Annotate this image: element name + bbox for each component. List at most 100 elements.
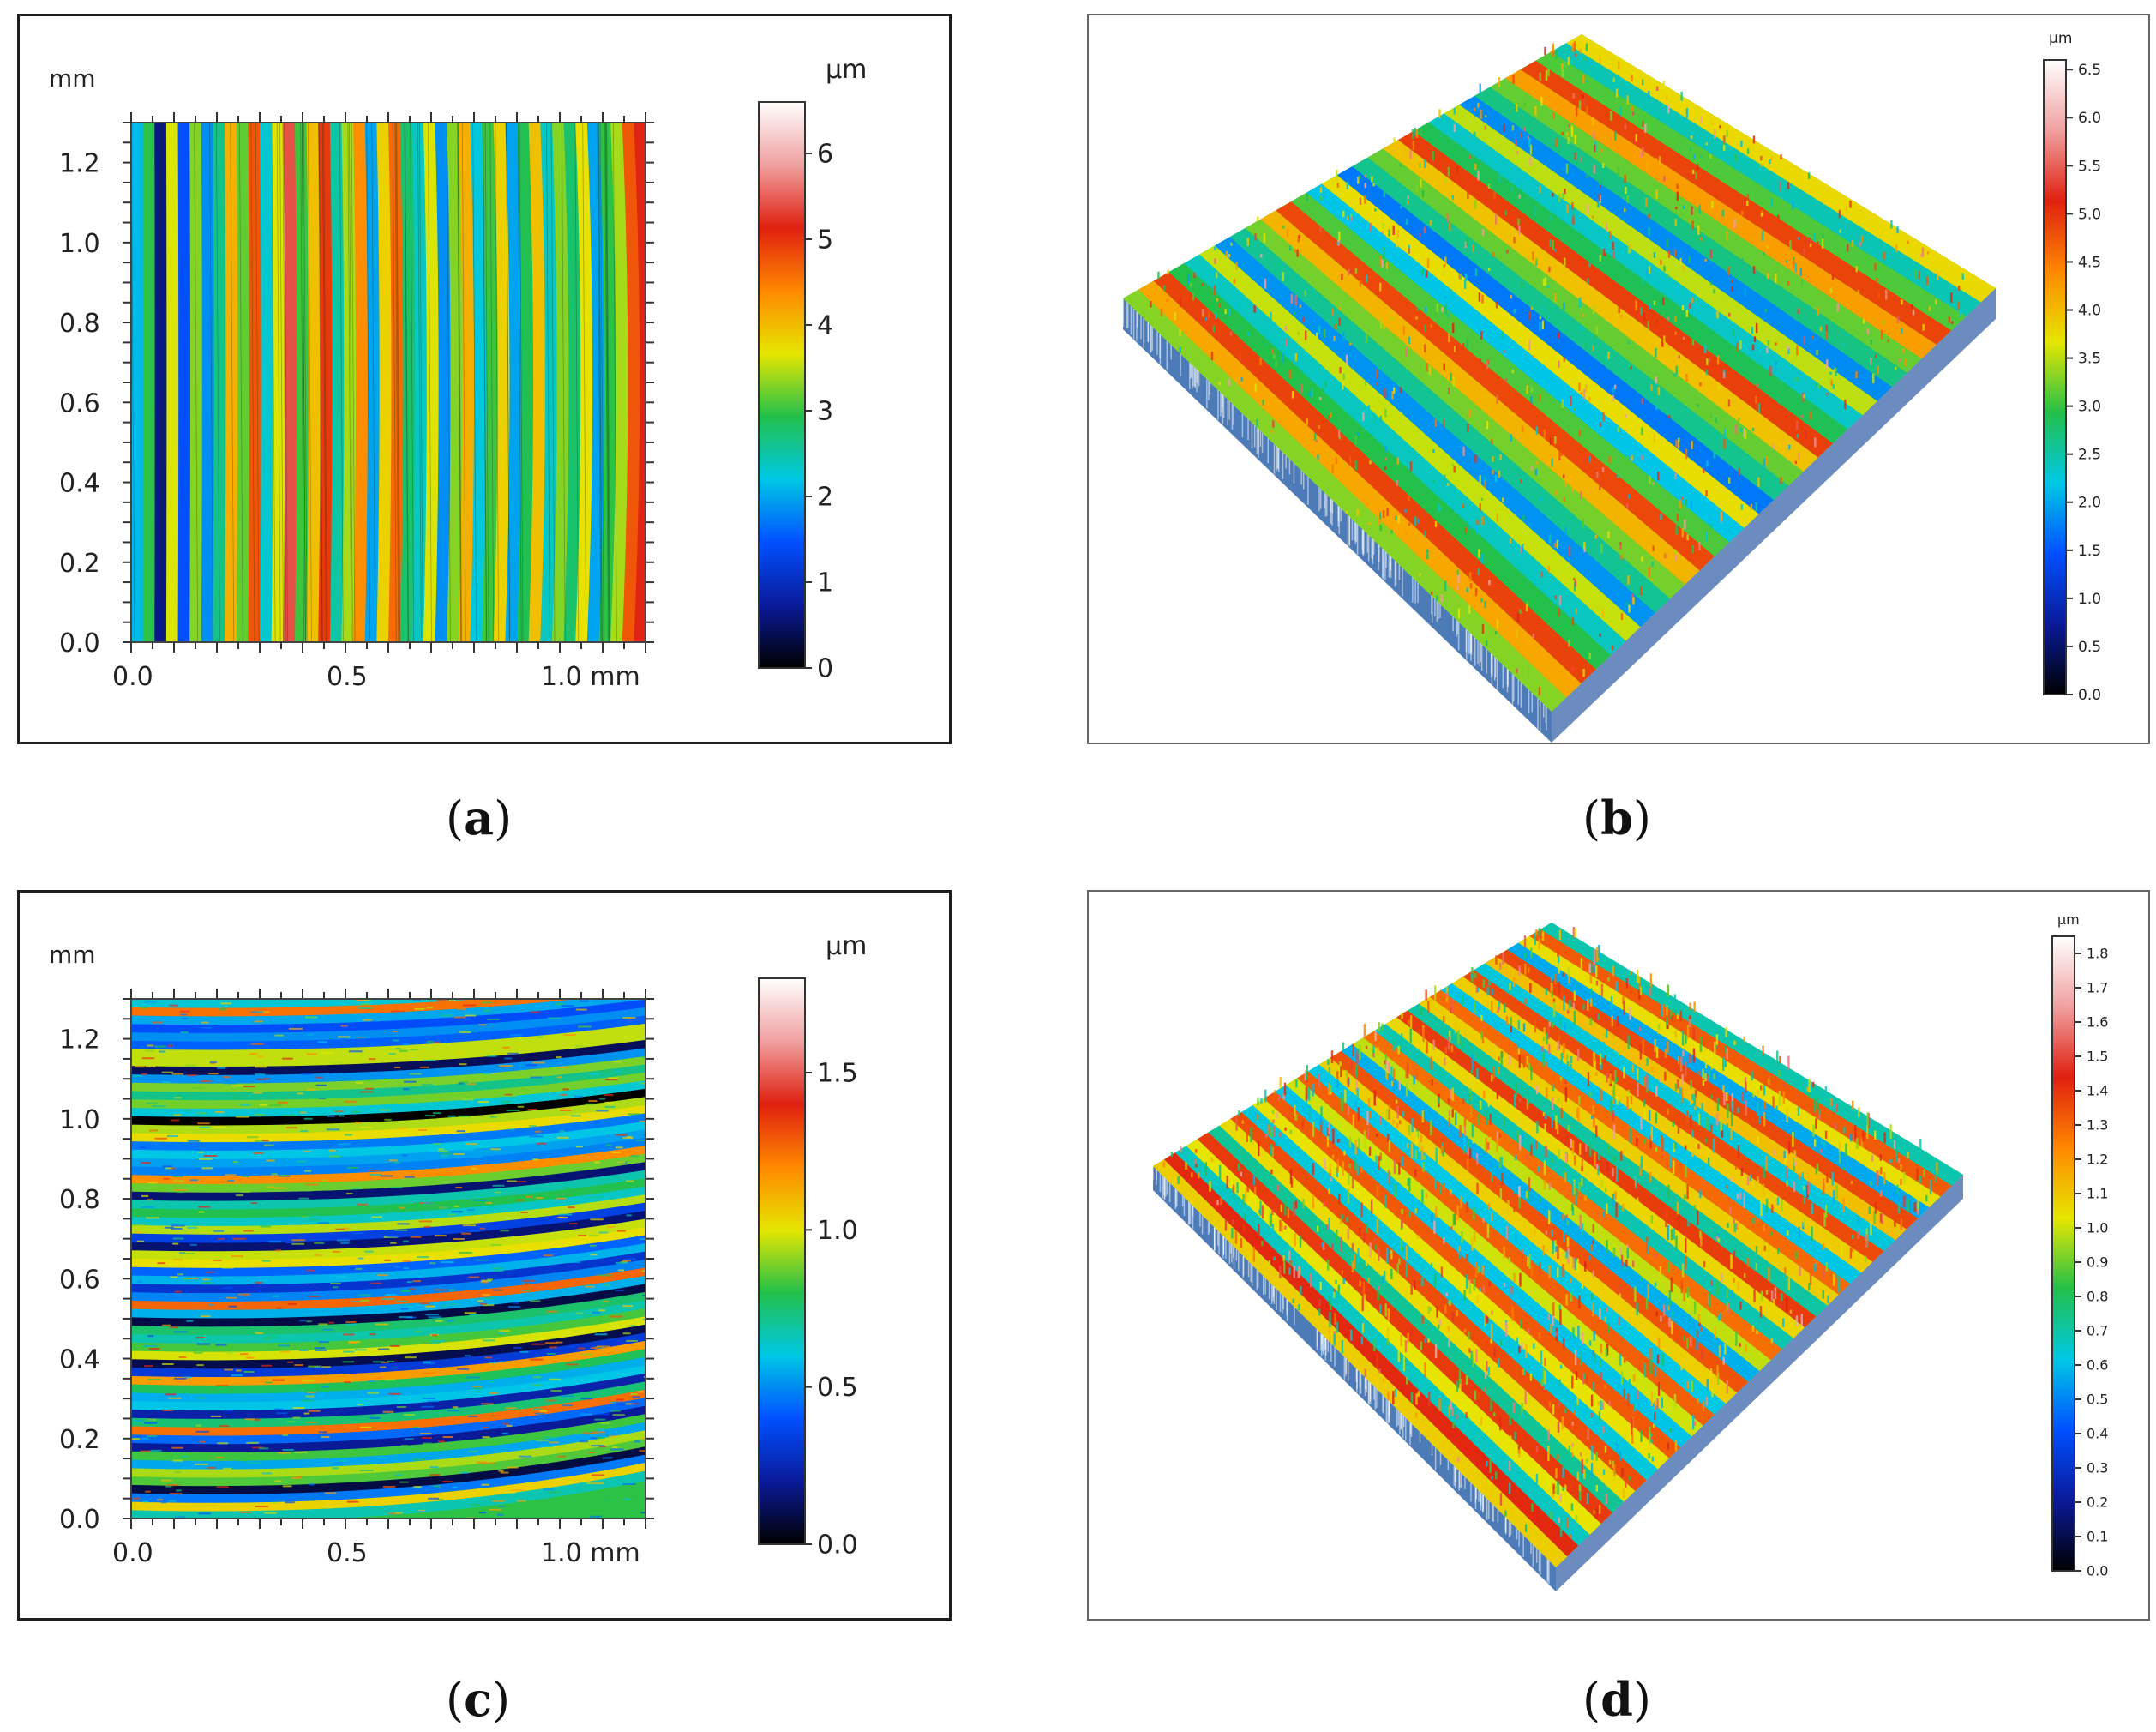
ridge-band xyxy=(1352,1037,1771,1371)
y-tick-label: 1.0 xyxy=(59,229,100,259)
colorbar-tick-label: 2 xyxy=(817,483,833,513)
colorbar-tick-label: 2.5 xyxy=(2078,447,2101,464)
ridge-band xyxy=(1186,1139,1601,1535)
colorbar-tick-label: 0 xyxy=(817,654,833,684)
ridge-band xyxy=(1153,1159,1568,1567)
caption-c: (c) xyxy=(446,1672,511,1727)
colorbar-tick-label: 4.5 xyxy=(2078,254,2101,271)
ridge-band xyxy=(1163,1152,1579,1557)
side-wall-left xyxy=(1123,298,1552,743)
ridge-band xyxy=(1367,148,1804,486)
colorbar-tick-label: 1.7 xyxy=(2087,980,2108,996)
y-tick-label: 1.2 xyxy=(59,1025,100,1055)
y-tick-label: 0.4 xyxy=(59,469,100,499)
ridge-band xyxy=(1341,1044,1760,1382)
colorbar-tick-label: 1.5 xyxy=(817,1059,858,1089)
ridge-band xyxy=(1504,69,1937,359)
colorbar-unit: µm xyxy=(826,931,867,961)
side-wall-right xyxy=(1556,1175,1963,1591)
ridge-band xyxy=(1168,262,1612,670)
ridge-band xyxy=(1490,78,1922,373)
colorbar xyxy=(2043,59,2067,695)
ridge-band xyxy=(1230,1111,1647,1491)
y-tick-label: 0.6 xyxy=(59,1265,100,1295)
colorbar xyxy=(758,977,806,1545)
colorbar-tick-label: 1 xyxy=(817,568,833,598)
colorbar-tick-label: 0.0 xyxy=(817,1531,858,1561)
ridge-band xyxy=(1374,1024,1794,1350)
ridge-band xyxy=(1174,1146,1590,1546)
y-tick-label: 0.8 xyxy=(59,1185,100,1215)
colorbar-tick-label: 1.5 xyxy=(2078,543,2101,560)
colorbar-tick-label: 1.8 xyxy=(2087,946,2108,962)
colorbar-tick-label: 0.7 xyxy=(2087,1323,2108,1339)
ridge-band xyxy=(1529,929,1952,1197)
ridge-band xyxy=(1264,1092,1681,1458)
ridge-band xyxy=(1245,219,1685,599)
colorbar-tick-label: 1.0 xyxy=(2087,1220,2108,1236)
colorbar-tick-label: 3 xyxy=(817,397,833,427)
heatmap-c xyxy=(131,999,646,1519)
y-tick-label: 1.0 xyxy=(59,1105,100,1135)
y-tick-label: 1.2 xyxy=(59,149,100,179)
ridge-band xyxy=(1286,1078,1703,1437)
y-tick-label: 0.6 xyxy=(59,388,100,418)
colorbar-unit: µm xyxy=(826,55,867,85)
colorbar-tick-label: 0.6 xyxy=(2087,1357,2108,1374)
colorbar-tick-label: 0.2 xyxy=(2087,1494,2108,1511)
ridge-band xyxy=(1336,166,1774,514)
caption-a: (a) xyxy=(446,791,513,845)
chart-b: µm 0.0 0.5 1.0 1.5 2.0 2.5 3.0 3.5 4.0 4.5 5.0 5.5 6.… xyxy=(1122,30,2101,743)
ridge-band xyxy=(1566,34,1996,303)
ridge-band xyxy=(1496,949,1919,1230)
surface-d xyxy=(1152,923,1963,1591)
ridge-band xyxy=(1123,289,1567,712)
x-tick-label: 0.0 xyxy=(112,1538,153,1568)
colorbar-tick-label: 0.5 xyxy=(2078,639,2101,656)
ridge-band xyxy=(1241,1105,1658,1481)
ridge-band xyxy=(1520,60,1952,345)
ridge-band xyxy=(1208,1125,1625,1513)
caption-b: (b) xyxy=(1582,791,1651,845)
panel-d-surface-3d: µm 0.0 0.1 0.2 0.3 0.4 0.5 0.6 0.7 0.8 0.9 1.0 1.1 1.… xyxy=(1087,890,2150,1621)
colorbar-tick-label: 5 xyxy=(817,226,833,256)
ridge-band xyxy=(1138,280,1582,698)
caption-d: (d) xyxy=(1582,1672,1651,1727)
ridge-band xyxy=(1197,1132,1612,1525)
colorbar-tick-label: 0.0 xyxy=(2087,1563,2108,1579)
ridge-band xyxy=(1352,157,1789,500)
colorbar-tick-label: 5.5 xyxy=(2078,158,2101,175)
ridge-band xyxy=(1474,963,1895,1252)
colorbar-tick-label: 1.4 xyxy=(2087,1083,2108,1099)
heatmap-a xyxy=(131,123,646,642)
ridge-band xyxy=(1383,140,1818,472)
y-axis-unit: mm xyxy=(49,941,96,969)
y-tick-label: 0.8 xyxy=(59,309,100,339)
x-tick-label: 0.0 xyxy=(112,662,153,692)
ridge-band xyxy=(1199,245,1641,641)
colorbar-tick-label: 2.0 xyxy=(2078,495,2101,512)
colorbar xyxy=(2051,935,2075,1572)
colorbar-unit: µm xyxy=(2049,30,2072,47)
chart-d: µm 0.0 0.1 0.2 0.3 0.4 0.5 0.6 0.7 0.8 0.9 1.0 1.1 1.… xyxy=(1152,911,2108,1591)
ridge-band xyxy=(1540,923,1963,1186)
ridge-band xyxy=(1462,970,1884,1262)
x-tick-label: 0.5 xyxy=(327,662,368,692)
colorbar-tick-label: 4.0 xyxy=(2078,302,2101,319)
x-tick-label: 0.5 xyxy=(327,1538,368,1568)
ridge-band xyxy=(1429,989,1851,1295)
colorbar-tick-label: 0.8 xyxy=(2087,1289,2108,1305)
colorbar-tick-label: 6 xyxy=(817,140,833,170)
chart-a: 0.0 0.5 1.0 mm 0.0 0.2 0.4 0.6 0.8 1.0 1.2 mm µm 0 1 2… xyxy=(49,55,867,692)
colorbar-tick-label: 0.4 xyxy=(2087,1426,2108,1442)
colorbar-tick-label: 0.0 xyxy=(2078,687,2101,704)
ridge-band xyxy=(1408,1003,1828,1317)
surface-b xyxy=(1122,34,1996,743)
ridge-band xyxy=(1321,175,1759,528)
colorbar-tick-label: 1.5 xyxy=(2087,1049,2108,1065)
ridge-band xyxy=(1260,210,1700,585)
colorbar-tick-label: 1.0 xyxy=(817,1216,858,1246)
panel-a-topography-2d: 0.0 0.5 1.0 mm 0.0 0.2 0.4 0.6 0.8 1.0 1.2 mm µm 0 1 2… xyxy=(17,14,952,744)
colorbar-tick-label: 4 xyxy=(817,311,833,341)
colorbar-tick-label: 1.3 xyxy=(2087,1117,2108,1134)
